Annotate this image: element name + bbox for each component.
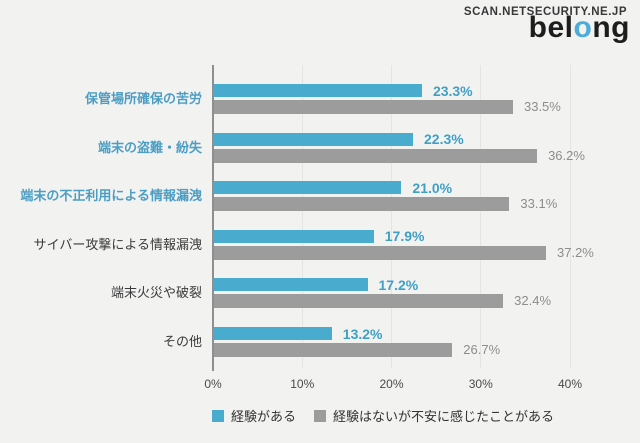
gridline-20% [391, 65, 392, 368]
legend-swatch-icon [212, 409, 224, 422]
bar-experienced [214, 84, 422, 97]
logo-text-accent: o [573, 11, 593, 44]
category-label: 保管場所確保の苦労 [84, 91, 202, 106]
bar-experienced [214, 278, 368, 292]
bar-experienced [214, 181, 402, 195]
site-credit-text: SCAN.NETSECURITY.NE.JP [463, 6, 627, 18]
bar-worried [214, 197, 510, 212]
legend-item: 経験はないが不安に感じたことがある [314, 406, 554, 425]
logo-text-suffix: ng [592, 11, 630, 44]
bar-worried [214, 343, 453, 357]
value-label: 26.7% [463, 342, 501, 357]
bar-experienced [214, 327, 332, 340]
x-axis-tick-label: 30% [468, 377, 493, 391]
gridline-40% [569, 65, 571, 368]
x-axis-tick-label: 0% [204, 377, 222, 391]
legend-item: 経験がある [212, 406, 296, 425]
gridline-10% [301, 65, 303, 368]
logo-text-prefix: bel [528, 11, 574, 44]
value-label: 17.9% [384, 228, 425, 245]
value-label: 23.3% [432, 82, 473, 99]
belong-logo: belong [529, 11, 630, 45]
value-label: 33.5% [523, 99, 561, 114]
chart-legend: 経験がある 経験はないが不安に感じたことがある [212, 406, 554, 425]
legend-label: 経験はないが不安に感じたことがある [333, 409, 555, 424]
category-label: その他 [162, 334, 202, 349]
x-axis-tick-label: 20% [379, 377, 404, 391]
bar-experienced [214, 229, 374, 243]
bar-worried [214, 294, 504, 309]
value-label: 17.2% [378, 276, 419, 293]
value-label: 21.0% [412, 179, 453, 196]
category-label: 端末火災や破裂 [110, 285, 202, 301]
bar-worried [214, 100, 513, 114]
y-axis-line [212, 65, 214, 371]
category-label: 端末の不正利用による情報漏洩 [20, 188, 202, 204]
value-label: 33.1% [520, 196, 558, 212]
value-label: 36.2% [548, 147, 585, 163]
x-axis-tick-label: 40% [557, 377, 583, 391]
category-label: 端末の盗難・紛失 [97, 139, 202, 155]
legend-label: 経験がある [231, 409, 297, 424]
legend-swatch-icon [314, 409, 327, 422]
gridline-30% [480, 65, 482, 368]
value-label: 37.2% [557, 244, 594, 260]
bar-worried [214, 245, 546, 260]
value-label: 22.3% [424, 131, 464, 148]
x-axis-tick-label: 10% [290, 377, 315, 391]
value-label: 13.2% [342, 325, 383, 342]
category-label: サイバー攻撃による情報漏洩 [33, 236, 202, 252]
bar-worried [214, 148, 538, 163]
value-label: 32.4% [514, 293, 552, 309]
bar-experienced [214, 132, 414, 146]
